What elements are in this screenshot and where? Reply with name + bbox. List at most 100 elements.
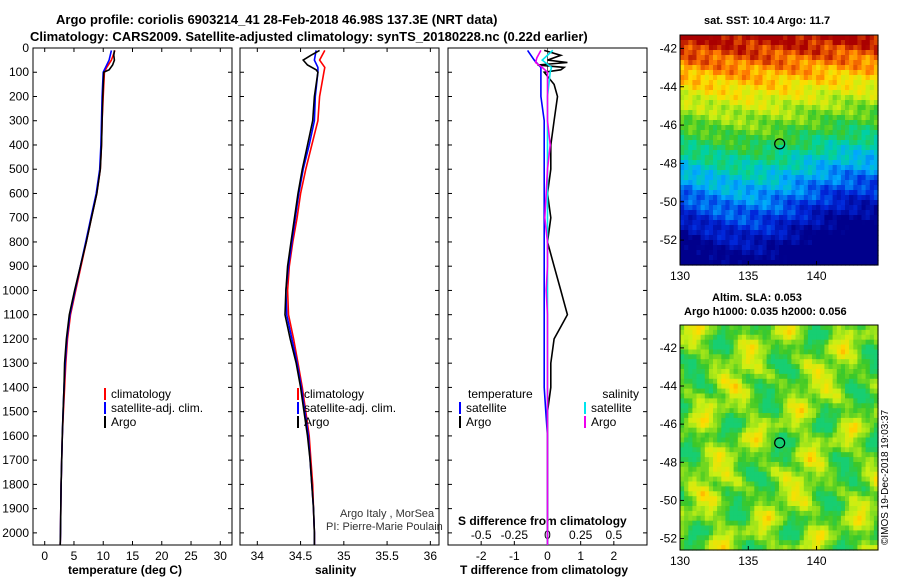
map-cell	[857, 65, 863, 71]
map-cell	[845, 344, 850, 351]
map-cell	[845, 359, 850, 365]
map-cell	[795, 40, 801, 46]
map-cell	[688, 447, 693, 453]
map-cell	[845, 388, 850, 395]
map-cell	[791, 525, 797, 531]
map-cell	[836, 462, 842, 468]
map-cell	[803, 175, 809, 181]
map-cell	[696, 510, 702, 517]
map-cell	[824, 155, 830, 161]
map-cell	[750, 260, 755, 266]
map-cell	[869, 260, 875, 266]
salinity-axis-label: salinity	[315, 563, 357, 577]
map-cell	[840, 40, 846, 46]
map-cell	[853, 35, 858, 41]
map-cell	[721, 250, 726, 256]
map-cell	[849, 160, 854, 166]
map-cell	[791, 403, 797, 409]
map-cell	[750, 115, 755, 121]
map-cell	[733, 491, 739, 497]
map-cell	[873, 432, 879, 439]
map-cell	[791, 481, 797, 487]
map-cell	[717, 466, 722, 473]
map-cell	[812, 245, 817, 251]
map-cell	[746, 65, 751, 71]
map-cell	[721, 393, 726, 399]
map-cell	[824, 339, 830, 346]
map-cell	[696, 245, 702, 251]
map-cell	[783, 90, 788, 96]
map-cell	[733, 329, 739, 336]
map-cell	[721, 175, 726, 181]
map-cell	[733, 145, 739, 151]
map-cell	[762, 388, 768, 395]
map-cell	[717, 170, 722, 176]
map-cell	[799, 501, 805, 507]
map-cell	[774, 476, 780, 483]
map-cell	[783, 457, 788, 463]
map-cell	[816, 525, 821, 531]
map-y-tick-label: -52	[660, 233, 678, 247]
map-cell	[783, 452, 788, 458]
map-cell	[737, 491, 743, 497]
map-cell	[779, 398, 784, 404]
map-cell	[779, 200, 784, 206]
map-cell	[725, 515, 731, 522]
map-cell	[783, 398, 788, 404]
map-cell	[708, 40, 714, 46]
map-cell	[840, 403, 846, 409]
map-cell	[774, 535, 780, 541]
map-cell	[766, 442, 772, 448]
map-cell	[787, 185, 792, 191]
map-cell	[803, 359, 809, 365]
map-cell	[812, 413, 817, 419]
map-cell	[799, 180, 805, 186]
map-cell	[774, 334, 780, 341]
map-cell	[737, 408, 743, 414]
map-cell	[832, 369, 838, 375]
map-cell	[741, 205, 747, 211]
map-cell	[787, 510, 792, 517]
map-cell	[704, 185, 710, 191]
map-cell	[869, 145, 875, 151]
map-cell	[684, 413, 689, 419]
map-cell	[816, 200, 821, 206]
map-cell	[832, 515, 838, 522]
map-cell	[791, 452, 797, 458]
map-cell	[787, 530, 792, 536]
map-cell	[766, 540, 772, 546]
map-cell	[845, 90, 850, 96]
map-cell	[713, 471, 718, 478]
map-cell	[766, 413, 772, 419]
map-cell	[861, 398, 867, 404]
map-cell	[820, 105, 825, 111]
map-cell	[840, 398, 846, 404]
map-cell	[766, 55, 772, 61]
map-cell	[787, 160, 792, 166]
map-cell	[853, 140, 858, 146]
map-cell	[717, 364, 722, 370]
map-cell	[762, 55, 768, 61]
map-cell	[869, 486, 875, 492]
map-cell	[840, 95, 846, 101]
map-cell	[766, 398, 772, 404]
map-cell	[828, 486, 834, 492]
map-cell	[836, 115, 842, 121]
map-cell	[803, 530, 809, 536]
map-cell	[684, 145, 689, 151]
map-cell	[741, 160, 747, 166]
map-cell	[812, 545, 817, 551]
map-cell	[779, 437, 784, 443]
x-tick-label: 25	[184, 549, 198, 563]
map-cell	[853, 170, 858, 176]
map-cell	[737, 55, 743, 61]
map-cell	[812, 510, 817, 517]
map-cell	[684, 50, 689, 56]
map-cell	[713, 260, 718, 266]
map-cell	[708, 150, 714, 156]
map-cell	[865, 413, 871, 419]
map-cell	[845, 422, 850, 429]
map-cell	[791, 496, 797, 502]
map-cell	[845, 364, 850, 370]
map-cell	[824, 349, 830, 355]
